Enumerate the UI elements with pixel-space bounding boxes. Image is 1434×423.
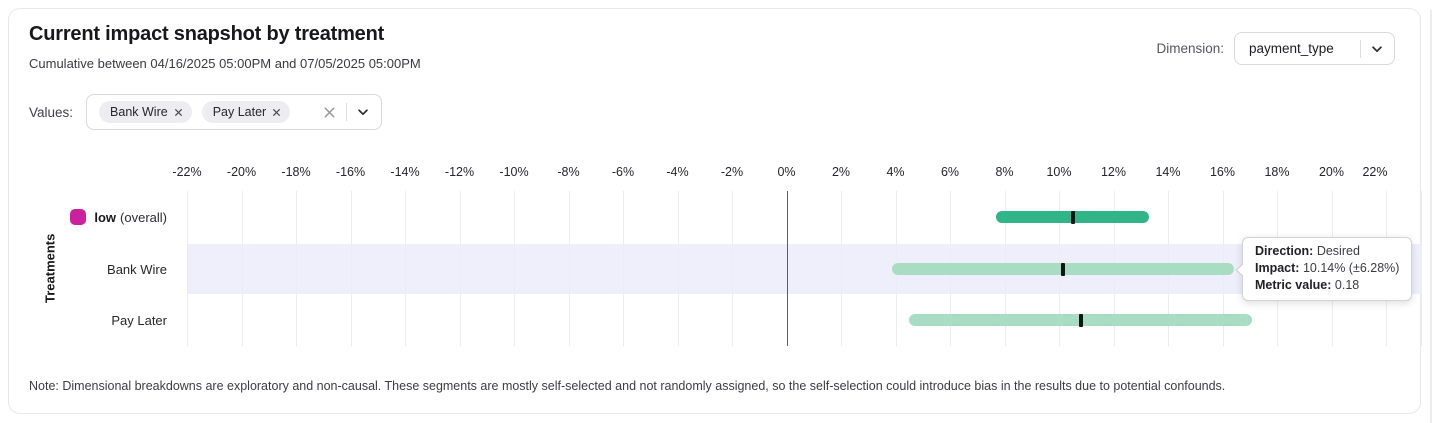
axis-tick-label: 16%	[1209, 165, 1236, 179]
gridline	[732, 191, 733, 346]
values-multiselect: Bank Wire Pay Later	[86, 94, 383, 130]
row-label-suffix: (overall)	[120, 209, 167, 225]
axis-tick-label: 12%	[1100, 165, 1127, 179]
gridline	[568, 191, 570, 346]
remove-chip-icon[interactable]	[174, 108, 183, 117]
tooltip: Direction: Desired Impact: 10.14% (±6.28%…	[1234, 237, 1413, 301]
axis-tick-label: 2%	[831, 165, 851, 179]
row-label: Pay Later	[29, 310, 167, 330]
value-chip-label: Bank Wire	[110, 105, 168, 119]
gridline	[841, 191, 842, 346]
gridline	[405, 191, 406, 346]
axis-tick-label: 8%	[995, 165, 1014, 179]
clear-values-icon[interactable]	[322, 105, 337, 120]
tooltip-row: Metric value: 0.18	[1255, 277, 1399, 294]
values-chip-list: Bank Wire Pay Later	[99, 101, 300, 123]
legend-swatch	[70, 209, 87, 225]
tooltip-row-value: Desired	[1316, 244, 1360, 258]
gridline	[296, 191, 297, 346]
value-chip-label: Pay Later	[212, 105, 267, 119]
impact-point-marker	[1070, 210, 1075, 224]
axis-tick-label: -2%	[720, 165, 744, 179]
axis-tick-label: 18%	[1264, 165, 1290, 179]
row-label: Bank Wire	[29, 259, 167, 279]
remove-chip-icon[interactable]	[272, 108, 281, 117]
axis-tick-label: -18%	[281, 165, 311, 179]
tooltip-row: Impact: 10.14% (±6.28%)	[1255, 260, 1399, 277]
axis-tick-label: -10%	[499, 165, 529, 179]
chevron-down-icon[interactable]	[356, 105, 370, 119]
impact-point-marker	[1078, 313, 1083, 327]
axis-tick-label: -14%	[390, 165, 420, 179]
axis-tick-label: -16%	[335, 165, 366, 179]
adjacent-card-edge	[1430, 10, 1432, 423]
gridline	[350, 191, 352, 346]
value-chip: Bank Wire	[99, 101, 192, 123]
axis-tick-label: -4%	[666, 165, 689, 179]
row-label-text: Pay Later	[111, 312, 167, 328]
tooltip-row-value: 0.18	[1334, 278, 1360, 292]
values-label: Values:	[29, 104, 74, 120]
axis-tick-label: -20%	[226, 165, 257, 179]
date-range-subtitle: Cumulative between 04/16/2025 05:00PM an…	[29, 56, 421, 71]
axis-tick-label: 14%	[1155, 165, 1181, 179]
gridline	[514, 191, 515, 346]
axis-tick-label: -22%	[172, 165, 202, 179]
row-label-text: low	[94, 209, 117, 225]
axis-tick-label: -8%	[557, 165, 580, 179]
select-divider	[346, 103, 348, 121]
dimension-selected-value: payment_type	[1249, 41, 1334, 56]
impact-snapshot-card: Current impact snapshot by treatment Cum…	[8, 8, 1422, 414]
tooltip-row-label: Impact:	[1255, 261, 1300, 275]
plot-right-edge	[1421, 191, 1422, 346]
chevron-down-icon	[1370, 42, 1384, 56]
axis-tick-label: 20%	[1318, 165, 1345, 179]
select-divider	[1360, 39, 1361, 58]
value-chip: Pay Later	[201, 101, 291, 123]
gridline	[241, 191, 243, 346]
tooltip-row-label: Metric value:	[1255, 278, 1332, 292]
tooltip-row-label: Direction:	[1255, 244, 1314, 258]
page-title: Current impact snapshot by treatment	[29, 23, 385, 45]
axis-tick-label: 4%	[886, 165, 905, 179]
axis-tick-label: -6%	[611, 165, 635, 179]
gridline	[187, 191, 188, 346]
impact-chart: Treatments Direction: Desired Impact: 10.…	[9, 9, 1422, 413]
dimension-select[interactable]: payment_type	[1234, 32, 1395, 65]
dimension-control: Dimension: payment_type	[1156, 32, 1395, 65]
values-filter: Values: Bank Wire Pay Later	[29, 94, 383, 130]
axis-tick-label: 0%	[777, 165, 796, 179]
row-label: low (overall)	[29, 207, 167, 227]
impact-point-marker	[1060, 262, 1065, 276]
gridline	[459, 191, 461, 346]
tooltip-row-value: 10.14% (±6.28%)	[1302, 261, 1400, 275]
footnote: Note: Dimensional breakdowns are explora…	[29, 379, 1226, 393]
axis-tick-label: 10%	[1046, 165, 1072, 179]
axis-tick-label: -12%	[444, 165, 475, 179]
tooltip-row: Direction: Desired	[1255, 243, 1399, 260]
axis-tick-label: 22%	[1362, 165, 1388, 179]
row-label-text: Bank Wire	[107, 261, 167, 277]
dimension-label: Dimension:	[1156, 41, 1224, 56]
axis-tick-label: 6%	[940, 165, 960, 179]
gridline	[623, 191, 624, 346]
zero-gridline	[786, 191, 788, 346]
gridline	[677, 191, 679, 346]
